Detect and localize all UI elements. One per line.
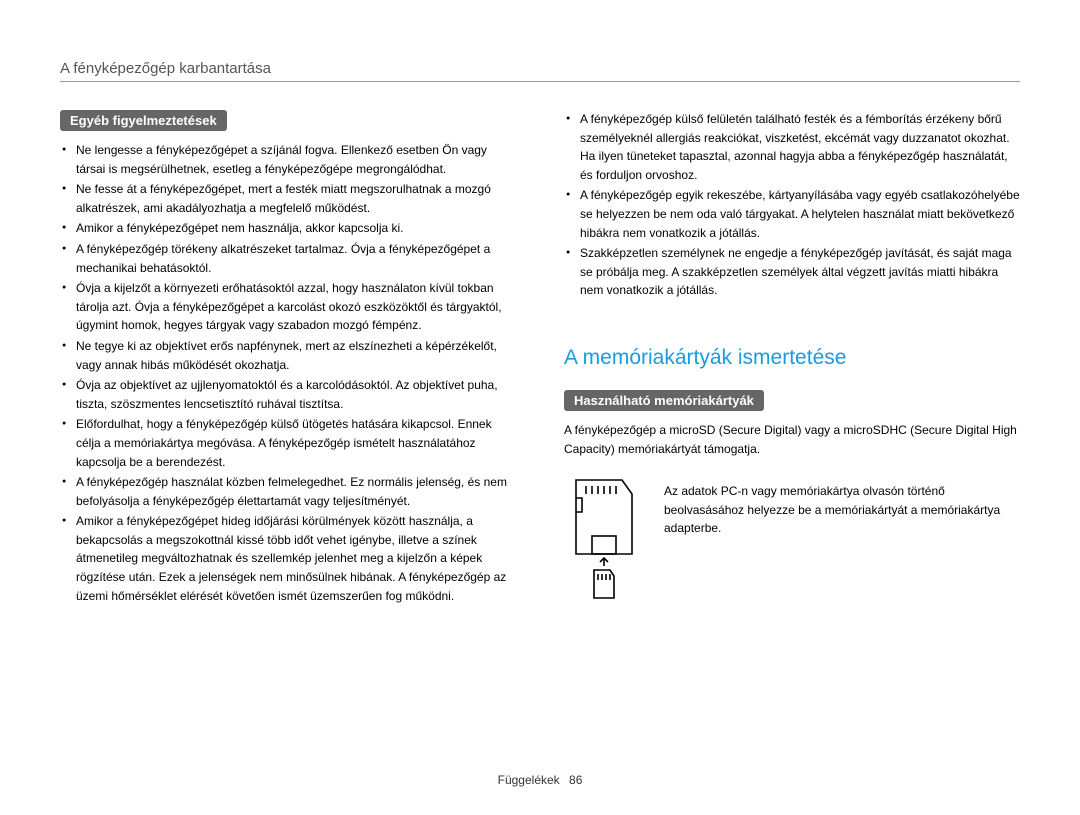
adapter-note-text: Az adatok PC-n vagy memóriakártya olvasó… [664,476,1020,538]
list-item: Amikor a fényképezőgépet hideg időjárási… [60,512,516,605]
list-item: Óvja az objektívet az ujjlenyomatoktól é… [60,376,516,413]
left-subheading: Egyéb figyelmeztetések [60,110,227,131]
list-item: A fényképezőgép használat közben felmele… [60,473,516,510]
memory-cards-body: A fényképezőgép a microSD (Secure Digita… [564,421,1020,458]
list-item: A fényképezőgép külső felületén találhat… [564,110,1020,184]
header-rule [60,81,1020,82]
list-item: Óvja a kijelzőt a környezeti erőhatásokt… [60,279,516,335]
page-header-title: A fényképezőgép karbantartása [60,60,1020,77]
list-item: Ne lengesse a fényképezőgépet a szíjánál… [60,141,516,178]
list-item: Ne tegye ki az objektívet erős napfényne… [60,337,516,374]
page-footer: Függelékek 86 [0,773,1080,787]
right-subheading: Használható memóriakártyák [564,390,764,411]
left-bullet-list: Ne lengesse a fényképezőgépet a szíjánál… [60,141,516,605]
adapter-note-row: Az adatok PC-n vagy memóriakártya olvasó… [564,476,1020,611]
right-bullet-list: A fényképezőgép külső felületén találhat… [564,110,1020,300]
list-item: Előfordulhat, hogy a fényképezőgép külső… [60,415,516,471]
sd-adapter-icon [564,476,644,611]
right-column: A fényképezőgép külső felületén találhat… [564,110,1020,611]
footer-page-number: 86 [569,773,582,787]
list-item: A fényképezőgép törékeny alkatrészeket t… [60,240,516,277]
footer-label: Függelékek [498,773,560,787]
manual-page: A fényképezőgép karbantartása Egyéb figy… [0,0,1080,611]
list-item: Szakképzetlen személynek ne engedje a fé… [564,244,1020,300]
two-column-layout: Egyéb figyelmeztetések Ne lengesse a fén… [60,110,1020,611]
list-item: Amikor a fényképezőgépet nem használja, … [60,219,516,238]
list-item: A fényképezőgép egyik rekeszébe, kártyan… [564,186,1020,242]
section-title-memory-cards: A memóriakártyák ismertetése [564,346,1020,370]
left-column: Egyéb figyelmeztetések Ne lengesse a fén… [60,110,516,611]
list-item: Ne fesse át a fényképezőgépet, mert a fe… [60,180,516,217]
